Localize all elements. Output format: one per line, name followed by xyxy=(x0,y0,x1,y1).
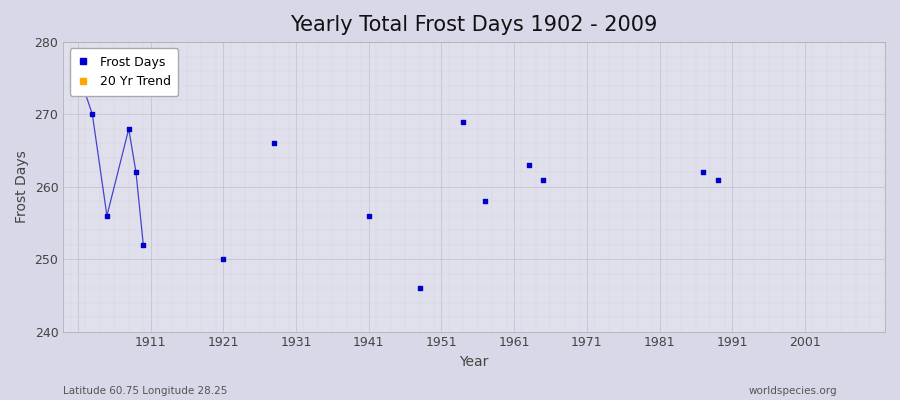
Point xyxy=(478,198,492,204)
Point xyxy=(78,90,93,96)
Point xyxy=(122,126,136,132)
Point xyxy=(536,176,551,183)
Point xyxy=(267,140,282,147)
Point xyxy=(521,162,535,168)
Title: Yearly Total Frost Days 1902 - 2009: Yearly Total Frost Days 1902 - 2009 xyxy=(291,15,658,35)
Text: worldspecies.org: worldspecies.org xyxy=(749,386,837,396)
Point xyxy=(412,285,427,291)
Point xyxy=(710,176,724,183)
Point xyxy=(129,169,143,176)
X-axis label: Year: Year xyxy=(460,355,489,369)
Point xyxy=(136,242,150,248)
Point xyxy=(362,212,376,219)
Point xyxy=(100,212,114,219)
Legend: Frost Days, 20 Yr Trend: Frost Days, 20 Yr Trend xyxy=(69,48,178,96)
Y-axis label: Frost Days: Frost Days xyxy=(15,150,29,223)
Point xyxy=(456,118,471,125)
Point xyxy=(86,111,100,118)
Text: Latitude 60.75 Longitude 28.25: Latitude 60.75 Longitude 28.25 xyxy=(63,386,228,396)
Point xyxy=(216,256,230,262)
Point xyxy=(696,169,710,176)
